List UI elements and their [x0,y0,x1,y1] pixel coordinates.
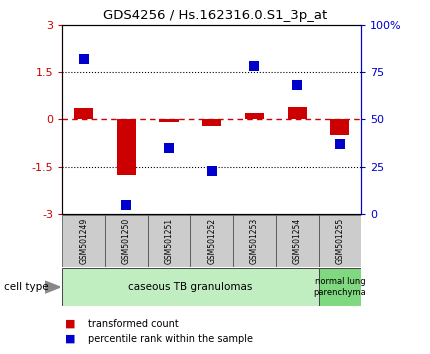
Text: ■: ■ [64,319,75,329]
Text: ■: ■ [64,334,75,344]
Bar [319,268,361,306]
Point [123,202,130,207]
Bar [202,119,221,126]
Bar [245,113,264,119]
Point [251,64,258,69]
Text: caseous TB granulomas: caseous TB granulomas [128,282,252,292]
Text: GSM501254: GSM501254 [293,218,302,264]
Text: percentile rank within the sample: percentile rank within the sample [88,334,253,344]
Bar [288,108,307,119]
Bar [62,215,105,267]
Bar [160,119,179,122]
Bar [319,215,361,267]
Bar [105,215,148,267]
Text: normal lung
parenchyma: normal lung parenchyma [313,278,366,297]
Bar [233,215,276,267]
Bar [74,108,93,119]
Text: GSM501253: GSM501253 [250,218,259,264]
Text: GDS4256 / Hs.162316.0.S1_3p_at: GDS4256 / Hs.162316.0.S1_3p_at [103,9,327,22]
Polygon shape [45,281,60,293]
Text: GSM501255: GSM501255 [335,218,344,264]
Bar [330,119,350,135]
Bar [62,268,319,306]
Text: GSM501249: GSM501249 [79,218,88,264]
Point [294,82,301,88]
Text: transformed count: transformed count [88,319,179,329]
Point [166,145,172,151]
Bar [190,215,233,267]
Bar [117,119,136,175]
Text: GSM501251: GSM501251 [165,218,174,264]
Point [336,141,343,147]
Bar [276,215,319,267]
Text: GSM501250: GSM501250 [122,218,131,264]
Text: GSM501252: GSM501252 [207,218,216,264]
Point [80,56,87,62]
Point [208,168,215,173]
Bar [148,215,190,267]
Text: cell type: cell type [4,282,49,292]
